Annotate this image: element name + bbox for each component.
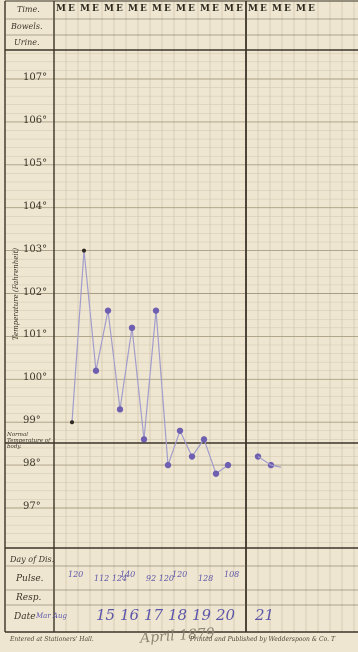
footer-entered: Entered at Stationers' Hall. xyxy=(10,636,94,643)
pulse-value: 108 xyxy=(224,570,240,579)
resp-label: Resp. xyxy=(16,593,42,603)
date-value: 17 xyxy=(144,606,164,624)
time-mark: E xyxy=(140,4,147,14)
date-value: 18 xyxy=(168,606,188,624)
time-mark: E xyxy=(92,4,99,14)
temperature-point xyxy=(92,367,100,374)
pulse-value: 140 xyxy=(120,570,136,579)
time-mark: E xyxy=(260,4,267,14)
degree-label: 104° xyxy=(23,200,48,212)
degree-label: 102° xyxy=(23,286,48,298)
time-mark: M xyxy=(224,4,234,14)
date-label: Date xyxy=(14,612,36,622)
temperature-point xyxy=(104,307,112,314)
temperature-trace-tail xyxy=(257,456,282,468)
degree-label: 101° xyxy=(23,329,48,341)
time-mark: E xyxy=(308,4,315,14)
urine-row-label: Urine. xyxy=(14,38,40,47)
pulse-value: 120 xyxy=(68,570,84,579)
temperature-point xyxy=(254,453,262,460)
date-value: 15 xyxy=(96,606,116,624)
time-mark: M xyxy=(272,4,282,14)
time-mark: M xyxy=(56,4,66,14)
pulse-value: 128 xyxy=(198,574,214,583)
time-mark: E xyxy=(188,4,195,14)
time-mark: M xyxy=(104,4,114,14)
temperature-point xyxy=(152,307,160,314)
time-row-label: Time. xyxy=(17,5,40,14)
pulse-label: Pulse. xyxy=(16,574,44,584)
temperature-point xyxy=(70,420,74,425)
time-mark: E xyxy=(212,4,219,14)
y-axis-title: Temperature (Fahrenheit) xyxy=(12,247,21,341)
date-value: 19 xyxy=(192,606,212,624)
time-mark: M xyxy=(176,4,186,14)
normal-temperature-label: Normal Temperature of body. xyxy=(7,432,51,450)
footer-publisher: Printed and Published by Wedderspoon & C… xyxy=(190,636,335,643)
degree-label: 103° xyxy=(23,243,48,255)
temperature-point xyxy=(224,461,232,469)
temperature-point xyxy=(140,436,148,443)
temperature-point xyxy=(212,470,220,477)
temperature-point xyxy=(164,461,172,469)
time-mark: M xyxy=(200,4,210,14)
time-mark: E xyxy=(236,4,243,14)
temperature-point xyxy=(188,453,196,460)
time-mark: E xyxy=(116,4,123,14)
time-mark: E xyxy=(164,4,171,14)
date-value: 16 xyxy=(120,606,140,624)
temperature-point xyxy=(82,248,86,253)
day-of-disease-label: Day of Dis. xyxy=(10,555,55,564)
pulse-value: 120 xyxy=(172,570,188,579)
time-mark: M xyxy=(248,4,258,14)
degree-label: 100° xyxy=(23,372,48,384)
date-value: 20 xyxy=(216,606,236,624)
degree-label: 107° xyxy=(23,72,48,83)
temperature-trace xyxy=(71,250,229,475)
time-mark: M xyxy=(80,4,90,14)
degree-label: 105° xyxy=(23,157,48,169)
bowels-row-label: Bowels. xyxy=(11,22,43,31)
temperature-point xyxy=(200,436,208,443)
degree-label: 97° xyxy=(23,501,41,512)
date-prefix: Mar Aug xyxy=(36,612,67,620)
degree-label: 106° xyxy=(23,114,48,126)
time-mark: M xyxy=(152,4,162,14)
time-mark: E xyxy=(284,4,291,14)
pulse-value: 92 120 xyxy=(146,574,174,583)
temperature-point xyxy=(128,324,136,332)
pulse-value: 112 124 xyxy=(94,574,128,583)
time-mark: M xyxy=(128,4,138,14)
degree-label: 99° xyxy=(23,415,41,427)
temperature-point xyxy=(116,406,124,413)
degree-label: 98° xyxy=(23,458,41,470)
temperature-point xyxy=(176,427,184,434)
date-value: 21 xyxy=(255,606,275,624)
time-mark: M xyxy=(296,4,306,14)
time-mark: E xyxy=(68,4,75,14)
